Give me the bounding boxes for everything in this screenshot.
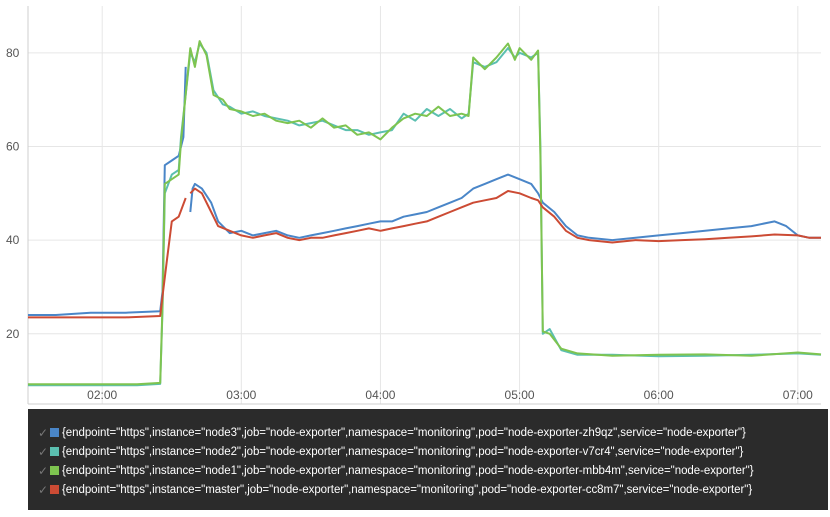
legend-label: {endpoint="https",instance="node3",job="… [62, 426, 746, 439]
legend-item[interactable]: ✓ {endpoint="https",instance="node3",job=… [28, 423, 828, 442]
check-icon: ✓ [38, 425, 49, 440]
check-icon: ✓ [38, 444, 49, 459]
y-tick-label: 60 [6, 139, 20, 153]
legend-label: {endpoint="https",instance="node1",job="… [62, 464, 754, 477]
y-axis: 20 40 60 80 [6, 46, 20, 341]
check-icon: ✓ [38, 463, 49, 478]
y-tick-label: 80 [6, 46, 20, 60]
legend: ✓ {endpoint="https",instance="node3",job=… [28, 409, 828, 510]
series-line-4 [28, 187, 821, 319]
x-tick-label: 07:00 [783, 388, 813, 402]
x-tick-label: 03:00 [226, 388, 256, 402]
grid [28, 6, 821, 404]
legend-swatch [50, 428, 59, 437]
check-icon: ✓ [38, 482, 49, 497]
legend-label: {endpoint="https",instance="node2",job="… [62, 445, 744, 458]
legend-swatch [50, 466, 59, 475]
x-tick-label: 05:00 [505, 388, 535, 402]
x-tick-label: 02:00 [87, 388, 117, 402]
plot-frame [27, 6, 821, 405]
y-tick-label: 20 [6, 327, 20, 341]
x-tick-label: 04:00 [365, 388, 395, 402]
y-tick-label: 40 [6, 233, 20, 247]
legend-item[interactable]: ✓ {endpoint="https",instance="node1",job=… [28, 461, 828, 480]
legend-swatch [50, 447, 59, 456]
line-chart: 20 40 60 80 02:00 03:00 04:00 05:00 06:00 07:00 [6, 6, 822, 405]
legend-item[interactable]: ✓ {endpoint="https",instance="master",job… [28, 480, 828, 499]
series-lines [28, 40, 822, 387]
legend-item[interactable]: ✓ {endpoint="https",instance="node2",job=… [28, 442, 828, 461]
x-axis: 02:00 03:00 04:00 05:00 06:00 07:00 [87, 388, 813, 402]
series-line-3 [28, 40, 822, 386]
series-line-1 [28, 66, 821, 316]
x-tick-label: 06:00 [644, 388, 674, 402]
legend-swatch [50, 485, 59, 494]
legend-label: {endpoint="https",instance="master",job=… [62, 483, 753, 496]
